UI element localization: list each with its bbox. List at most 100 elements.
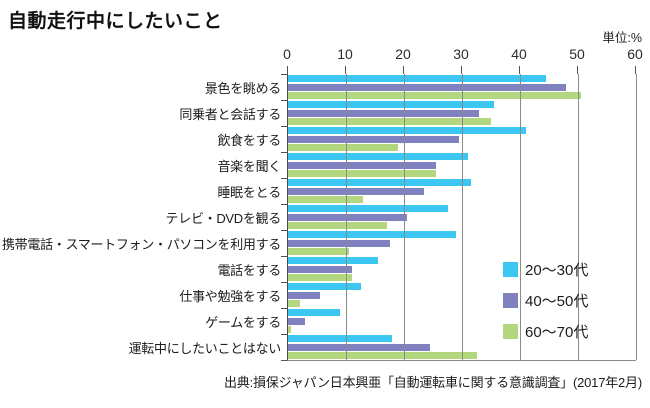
bar-20〜30代 — [288, 309, 341, 316]
category-label: 仕事や勉強をする — [179, 288, 281, 304]
x-tick-label: 50 — [569, 46, 585, 62]
x-tick-label: 60 — [627, 46, 643, 62]
bar-60〜70代 — [288, 326, 291, 333]
bar-group — [288, 308, 636, 334]
gridline — [636, 74, 637, 360]
unit-label: 単位:% — [602, 31, 642, 45]
bar-20〜30代 — [288, 153, 468, 160]
category-label: テレビ・DVDを観る — [165, 210, 282, 226]
gridline — [520, 74, 521, 360]
x-tick-mark — [635, 66, 636, 74]
x-tick-mark — [461, 66, 462, 74]
bar-60〜70代 — [288, 248, 349, 255]
gridline — [346, 74, 347, 360]
x-tick-mark — [287, 66, 288, 74]
category-tick-mark — [281, 360, 287, 361]
bar-20〜30代 — [288, 231, 457, 238]
bar-group — [288, 152, 636, 178]
x-tick-mark — [577, 66, 578, 74]
gridline — [404, 74, 405, 360]
bar-group — [288, 282, 636, 308]
bar-20〜30代 — [288, 257, 378, 264]
bar-40〜50代 — [288, 187, 425, 195]
bar-40〜50代 — [288, 317, 306, 325]
bar-group — [288, 204, 636, 230]
x-tick-label: 0 — [283, 46, 291, 62]
bar-20〜30代 — [288, 101, 494, 108]
category-tick-mark — [281, 256, 287, 257]
legend-label: 20〜30代 — [525, 262, 589, 279]
legend-swatch — [503, 324, 518, 339]
x-tick-mark — [345, 66, 346, 74]
category-tick-mark — [281, 282, 287, 283]
bar-20〜30代 — [288, 127, 526, 134]
bar-20〜30代 — [288, 335, 393, 342]
category-label: 飲食をする — [217, 132, 281, 148]
x-tick-label: 40 — [511, 46, 527, 62]
gridline — [462, 74, 463, 360]
category-label: 電話をする — [217, 262, 281, 278]
bar-group — [288, 178, 636, 204]
bar-40〜50代 — [288, 239, 390, 247]
category-label: 音楽を聞く — [217, 158, 281, 174]
bar-group — [288, 74, 636, 100]
x-tick-label: 30 — [453, 46, 469, 62]
x-tick-mark — [403, 66, 404, 74]
bar-40〜50代 — [288, 109, 480, 117]
bar-20〜30代 — [288, 75, 547, 82]
category-tick-mark — [281, 230, 287, 231]
gridline — [578, 74, 579, 360]
category-label: 運転中にしたいことはない — [128, 340, 282, 356]
category-label: 睡眠をとる — [217, 184, 281, 200]
bar-60〜70代 — [288, 144, 399, 151]
bar-40〜50代 — [288, 213, 407, 221]
bar-40〜50代 — [288, 343, 431, 351]
bar-group — [288, 256, 636, 282]
x-tick-label: 20 — [395, 46, 411, 62]
category-tick-mark — [281, 126, 287, 127]
legend-item: 40〜50代 — [503, 290, 588, 311]
legend-item: 20〜30代 — [503, 259, 588, 280]
plot-area — [281, 74, 637, 361]
bar-60〜70代 — [288, 274, 352, 281]
category-tick-mark — [281, 204, 287, 205]
category-label: 同乗者と会話する — [179, 106, 281, 122]
bar-group — [288, 230, 636, 256]
bar-40〜50代 — [288, 83, 567, 91]
bar-40〜50代 — [288, 265, 352, 273]
category-tick-mark — [281, 152, 287, 153]
bar-60〜70代 — [288, 196, 364, 203]
legend-swatch — [503, 262, 518, 277]
legend: 20〜30代 40〜50代 60〜70代 — [503, 259, 588, 352]
category-labels: 景色を眺める同乗者と会話する飲食をする音楽を聞く睡眠をとるテレビ・DVDを観る携… — [0, 74, 281, 360]
bar-60〜70代 — [288, 170, 436, 177]
legend-label: 40〜50代 — [525, 293, 589, 310]
x-tick-label: 10 — [337, 46, 353, 62]
bar-40〜50代 — [288, 161, 436, 169]
bar-40〜50代 — [288, 135, 460, 143]
bar-20〜30代 — [288, 283, 361, 290]
x-axis: 0 10 20 30 40 50 60 — [283, 46, 643, 74]
category-tick-mark — [281, 308, 287, 309]
x-tick-mark — [519, 66, 520, 74]
category-tick-mark — [281, 334, 287, 335]
bar-group — [288, 334, 636, 360]
chart-title: 自動走行中にしたいこと — [8, 11, 223, 32]
category-label: ゲームをする — [205, 314, 281, 330]
category-label: 携帯電話・スマートフォン・パソコンを利用する — [1, 236, 281, 252]
bar-rows — [288, 74, 636, 360]
bar-60〜70代 — [288, 222, 387, 229]
bar-group — [288, 100, 636, 126]
legend-swatch — [503, 293, 518, 308]
bar-group — [288, 126, 636, 152]
source-note: 出典:損保ジャパン日本興亜「自動運転車に関する意識調査」(2017年2月) — [223, 375, 642, 390]
legend-label: 60〜70代 — [525, 324, 589, 341]
bar-60〜70代 — [288, 352, 477, 359]
bar-60〜70代 — [288, 118, 491, 125]
category-label: 景色を眺める — [204, 80, 282, 96]
bar-20〜30代 — [288, 205, 448, 212]
category-tick-mark — [281, 74, 287, 75]
category-tick-mark — [281, 100, 287, 101]
bar-60〜70代 — [288, 300, 300, 307]
